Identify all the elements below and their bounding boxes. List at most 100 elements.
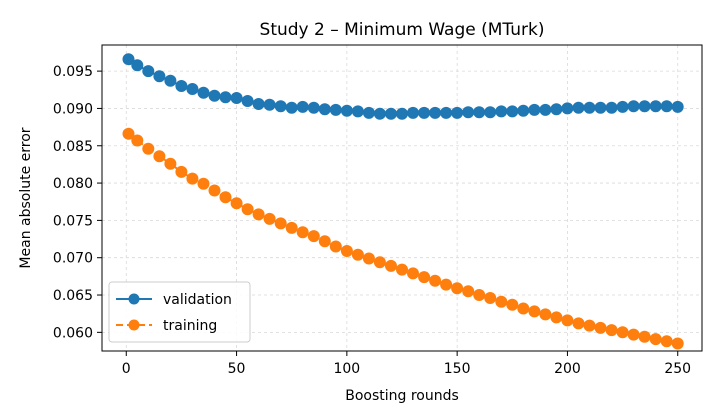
validation-point (638, 100, 651, 113)
validation-point (396, 107, 408, 120)
training-point (197, 177, 210, 190)
training-point (318, 235, 331, 248)
validation-point (153, 70, 166, 83)
training-point (616, 326, 629, 339)
y-tick-label: 0.090 (53, 101, 93, 117)
legend-training-marker (128, 319, 140, 331)
y-tick-label: 0.065 (53, 288, 93, 304)
training-point (329, 240, 342, 253)
validation-point (274, 100, 287, 113)
validation-point (605, 101, 618, 114)
training-point (495, 295, 508, 308)
training-point (122, 127, 135, 140)
series-layer (122, 53, 684, 350)
validation-point (616, 100, 629, 113)
training-point (528, 305, 541, 318)
validation-point (230, 92, 243, 104)
training-point (539, 308, 552, 321)
validation-point (340, 104, 353, 117)
y-tick-label: 0.070 (53, 251, 93, 267)
training-point (462, 285, 475, 298)
validation-point (407, 106, 419, 119)
legend-validation-marker (128, 293, 140, 305)
training-point (550, 311, 563, 324)
training-point (241, 203, 254, 216)
training-point (572, 317, 585, 330)
training-point (131, 134, 144, 147)
validation-point (627, 100, 640, 113)
y-axis-label: Mean absolute error (18, 127, 34, 268)
validation-point (539, 103, 552, 116)
training-point (153, 150, 166, 163)
validation-point (142, 65, 155, 78)
validation-point (175, 80, 188, 92)
training-point (638, 330, 651, 343)
validation-point (329, 103, 342, 116)
validation-point (649, 100, 662, 113)
training-point (429, 274, 442, 287)
validation-point (484, 106, 497, 119)
validation-point (462, 106, 475, 119)
training-point (473, 289, 486, 301)
training-point (351, 248, 364, 261)
validation-point (528, 103, 541, 116)
training-point (605, 324, 618, 337)
validation-point (351, 105, 364, 118)
validation-point (296, 100, 309, 113)
validation-point (318, 103, 331, 116)
validation-point (241, 95, 254, 107)
training-point (340, 245, 353, 257)
validation-point (473, 106, 486, 119)
y-tick-label: 0.080 (53, 176, 93, 192)
training-point (230, 197, 243, 210)
validation-point (561, 102, 574, 115)
validation-point (219, 91, 232, 104)
validation-point (307, 101, 320, 114)
y-tick-label: 0.060 (53, 325, 93, 341)
training-point (175, 165, 188, 178)
validation-point (373, 107, 386, 120)
legend-training-label: training (163, 318, 217, 334)
training-point (219, 191, 232, 204)
validation-point (594, 101, 607, 114)
validation-point (208, 89, 221, 102)
y-axis: 0.060 0.065 0.070 0.075 0.080 0.085 0.090 0.095 (53, 64, 102, 341)
x-axis: 0 50 100 150 200 250 (122, 351, 691, 377)
validation-point (572, 101, 585, 114)
plot-frame (101, 44, 703, 352)
validation-point (495, 105, 508, 118)
validation-point (197, 86, 210, 99)
training-point (660, 335, 673, 348)
series-training (122, 127, 684, 350)
training-point (407, 267, 419, 280)
chart-title: Study 2 – Minimum Wage (MTurk) (260, 20, 545, 40)
validation-point (252, 98, 265, 110)
training-point (671, 337, 684, 350)
training-point (517, 302, 530, 315)
training-point (451, 282, 464, 295)
validation-point (186, 83, 199, 95)
training-point (506, 298, 519, 311)
validation-point (451, 106, 464, 119)
training-point (385, 259, 397, 272)
training-point (252, 208, 265, 221)
validation-point (418, 106, 431, 119)
training-point (307, 230, 320, 243)
legend: validation training (108, 281, 251, 343)
validation-point (583, 101, 596, 114)
training-point (561, 314, 574, 327)
y-tick-label: 0.085 (53, 139, 93, 155)
training-point (274, 217, 287, 230)
validation-point (263, 98, 276, 111)
training-point (263, 212, 276, 225)
training-point (164, 157, 177, 170)
training-point (208, 184, 221, 197)
validation-point (429, 106, 442, 119)
training-point (142, 142, 155, 155)
x-tick-label: 150 (444, 361, 471, 377)
validation-point (285, 101, 298, 114)
legend-validation-label: validation (163, 292, 232, 308)
y-tick-label: 0.075 (53, 213, 93, 229)
validation-point (131, 59, 144, 72)
x-tick-label: 200 (554, 361, 581, 377)
